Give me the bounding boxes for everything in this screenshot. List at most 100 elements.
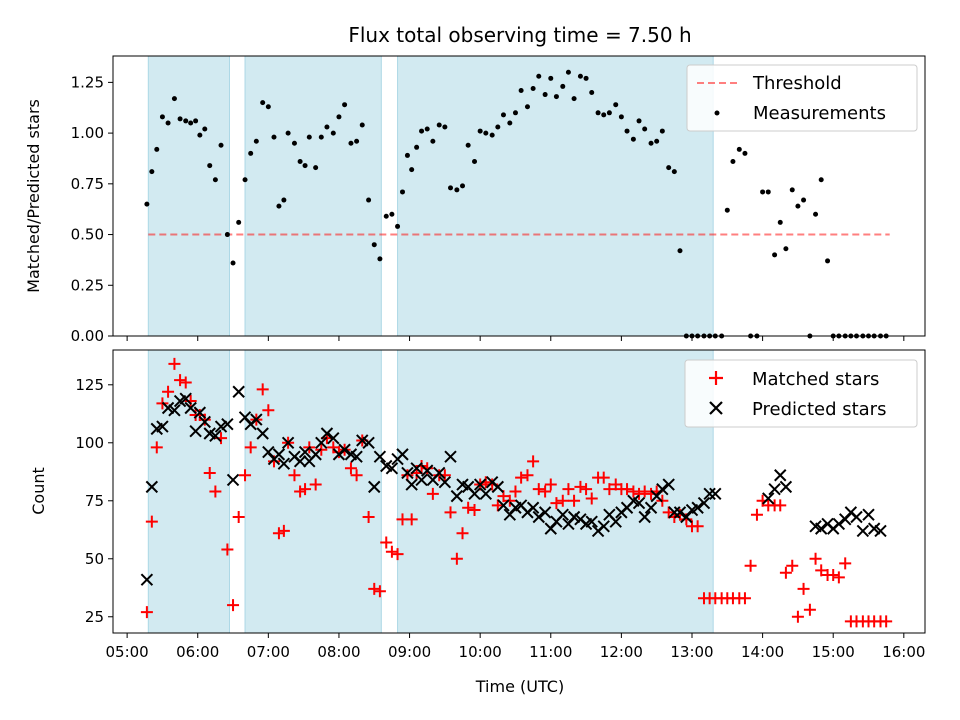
measurement-point: [224, 232, 230, 238]
matched-star-point: [405, 513, 418, 526]
measurement-point: [571, 96, 577, 102]
measurement-point: [253, 138, 259, 144]
measurement-point: [348, 140, 354, 146]
predicted-star-point: [193, 406, 207, 419]
predicted-star-point: [662, 478, 675, 491]
predicted-star-point: [396, 448, 409, 461]
predicted-star-point: [473, 478, 487, 491]
bot-y-tick-label: 75: [85, 492, 104, 510]
predicted-star-point: [450, 489, 464, 503]
top-x-ticks: [126, 336, 905, 341]
measurement-point: [248, 150, 254, 156]
bot-y-tick-label: 50: [85, 550, 104, 568]
measurement-point: [565, 69, 571, 75]
measurement-point: [154, 146, 160, 152]
matched-star-point: [803, 603, 816, 616]
matched-star-point: [544, 478, 557, 491]
bottom-legend: Matched stars Predicted stars: [684, 359, 918, 428]
matched-star-point: [638, 485, 651, 498]
predicted-star-point: [850, 510, 863, 524]
predicted-star-point: [298, 445, 312, 459]
measurement-point: [730, 159, 736, 165]
predicted-star-point: [410, 462, 423, 475]
chart-title: Flux total observing time = 7.50 h: [348, 23, 691, 47]
measurement-point: [419, 128, 425, 134]
measurement-point: [772, 252, 778, 258]
predicted-star-point: [179, 392, 192, 405]
predicted-star-point: [421, 464, 434, 477]
predicted-star-point: [415, 473, 428, 487]
matched-star-point: [509, 485, 522, 498]
measurement-point: [448, 185, 454, 191]
bot-x-tick-label: 09:00: [388, 643, 431, 661]
legend-predicted-swatch: [709, 401, 723, 415]
matched-star-point: [421, 462, 434, 475]
matched-star-point: [880, 615, 893, 628]
measurement-point: [281, 197, 287, 203]
legend-measurements-swatch: [714, 110, 720, 116]
predicted-star-point: [320, 427, 334, 440]
predicted-star-point: [184, 401, 197, 415]
measurement-point: [777, 219, 783, 225]
measurement-point: [536, 73, 542, 79]
measurement-point: [165, 120, 171, 126]
matched-star-point: [827, 569, 840, 582]
predicted-star-point: [768, 482, 781, 496]
measurement-point: [495, 124, 501, 130]
bot-x-tick-label: 15:00: [812, 643, 855, 661]
predicted-star-point: [350, 450, 363, 463]
measurement-point: [324, 124, 330, 130]
top-y-ticks: 0.00 0.25 0.50 0.75 1.00 1.25: [71, 73, 113, 345]
predicted-star-point: [209, 429, 222, 443]
predicted-star-point: [526, 501, 540, 514]
measurement-point: [524, 104, 530, 110]
matched-star-point: [168, 357, 181, 370]
predicted-star-point: [538, 506, 552, 519]
measurement-point: [736, 146, 742, 152]
top-measurement-points: [144, 69, 889, 339]
measurement-point: [197, 132, 203, 138]
measurement-point: [171, 96, 177, 102]
matched-star-point: [140, 606, 153, 619]
measurement-point: [724, 207, 730, 213]
top-y-tick-label: 1.00: [71, 124, 104, 142]
predicted-star-point: [632, 496, 646, 510]
measurement-point: [465, 142, 471, 148]
measurement-point: [613, 102, 619, 108]
predicted-star-point: [856, 524, 870, 538]
predicted-star-point: [232, 385, 245, 398]
bottom-axes-frame: [112, 349, 926, 634]
predicted-star-point: [444, 450, 457, 463]
measurement-point: [630, 136, 636, 142]
measurement-point: [671, 169, 677, 175]
matched-star-point: [580, 483, 593, 496]
measurement-point: [666, 165, 672, 171]
measurement-point: [677, 248, 683, 254]
legend-threshold-label: Threshold: [752, 73, 842, 94]
matched-star-point: [362, 511, 375, 524]
measurement-point: [377, 256, 383, 262]
predicted-star-point: [362, 436, 375, 449]
top-axes-frame: [112, 55, 926, 337]
measurement-point: [618, 114, 624, 120]
top-y-tick-label: 0.00: [71, 327, 104, 345]
bot-y-tick-label: 125: [75, 376, 104, 394]
measurement-point: [500, 112, 506, 118]
matched-star-point: [779, 566, 792, 579]
measurement-point: [659, 128, 665, 134]
matched-star-point: [344, 462, 357, 475]
measurement-point: [414, 144, 420, 150]
measurement-point: [436, 122, 442, 128]
predicted-star-point: [272, 448, 286, 461]
matched-star-point: [521, 469, 534, 482]
bot-y-tick-label: 25: [85, 608, 104, 626]
measurement-point: [371, 242, 377, 248]
measurement-point: [818, 177, 824, 183]
matched-star-point: [786, 559, 799, 572]
top-observing-window: [147, 55, 231, 337]
measurement-point: [530, 85, 536, 91]
matched-star-point: [162, 385, 175, 398]
matched-star-point: [227, 599, 240, 612]
measurement-point: [193, 118, 199, 124]
top-y-tick-label: 1.25: [71, 73, 104, 91]
